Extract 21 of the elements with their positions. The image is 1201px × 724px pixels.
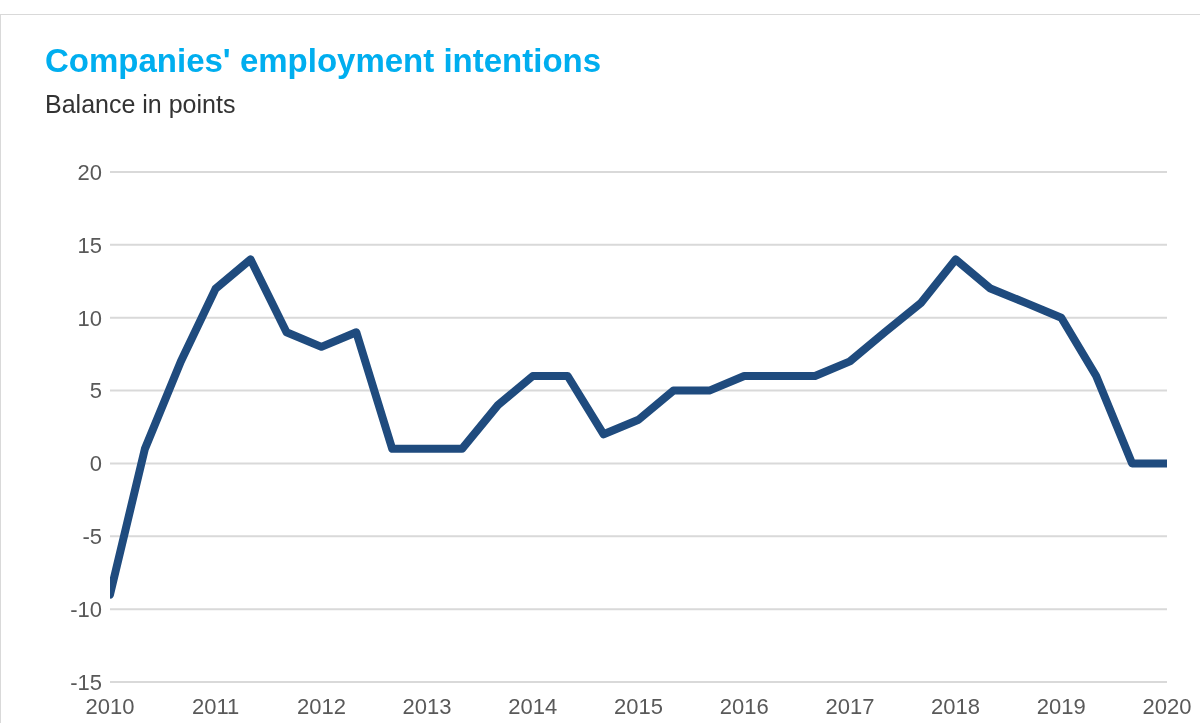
- x-tick-label: 2015: [614, 693, 663, 719]
- x-tick-label: 2017: [825, 693, 875, 719]
- x-tick-label: 2011: [192, 693, 240, 719]
- y-tick-label: 15: [77, 232, 102, 258]
- y-tick-label: -10: [70, 596, 102, 622]
- x-tick-label: 2019: [1036, 693, 1086, 719]
- x-tick-label: 2016: [719, 693, 769, 719]
- y-tick-label: -15: [70, 669, 102, 695]
- x-tick-label: 2018: [931, 693, 981, 719]
- y-tick-label: 0: [89, 451, 102, 477]
- y-tick-label: 20: [77, 159, 102, 185]
- y-tick-label: 10: [77, 305, 102, 331]
- x-tick-label: 2010: [85, 693, 135, 719]
- x-tick-label: 2020: [1142, 693, 1192, 719]
- chart-subtitle: Balance in points: [45, 90, 236, 119]
- x-tick-label: 2013: [402, 693, 452, 719]
- chart-title: Companies' employment intentions: [45, 42, 602, 80]
- y-tick-label: -5: [82, 524, 102, 550]
- y-tick-label: 5: [89, 378, 102, 404]
- x-tick-label: 2012: [296, 693, 346, 719]
- x-tick-label: 2014: [508, 693, 558, 719]
